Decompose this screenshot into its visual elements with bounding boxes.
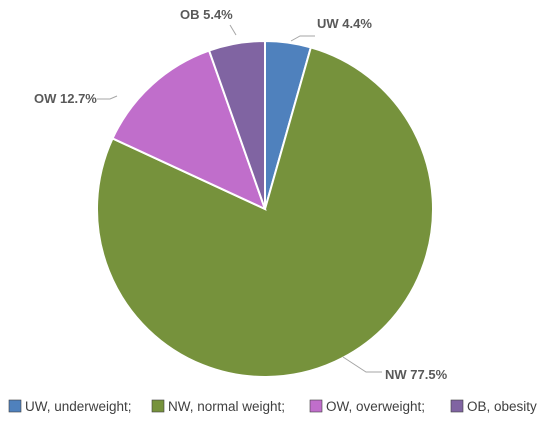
legend-swatch-nw bbox=[151, 399, 165, 413]
legend-label-uw: UW, underweight; bbox=[25, 399, 132, 414]
pie-slice-nw bbox=[96, 46, 434, 378]
pie-slice-ob bbox=[207, 39, 266, 210]
legend-label-ob: OB, obesity bbox=[467, 399, 537, 414]
data-label-uw: UW 4.4% bbox=[317, 16, 372, 31]
legend-item-uw: UW, underweight; bbox=[8, 399, 132, 414]
data-label-nw: NW 77.5% bbox=[385, 367, 448, 382]
leader-line-uw bbox=[290, 35, 315, 42]
data-label-ob: OB 5.4% bbox=[180, 7, 233, 22]
leader-line-nw bbox=[342, 356, 382, 373]
legend-item-nw: NW, normal weight; bbox=[151, 399, 285, 414]
leader-lines bbox=[97, 24, 382, 373]
legend-item-ob: OB, obesity bbox=[450, 399, 537, 414]
data-label-ow: OW 12.7% bbox=[34, 91, 97, 106]
data-labels: UW 4.4% NW 77.5% OW 12.7% OB 5.4% bbox=[34, 7, 448, 382]
legend-swatch-ow bbox=[309, 399, 323, 413]
legend-label-nw: NW, normal weight; bbox=[168, 399, 285, 414]
legend-item-ow: OW, overweight; bbox=[309, 399, 425, 414]
pie-slices bbox=[96, 39, 434, 378]
legend-swatch-uw bbox=[8, 399, 22, 413]
leader-line-ob bbox=[229, 24, 237, 36]
legend: UW, underweight; NW, normal weight; OW, … bbox=[8, 399, 537, 414]
pie-slice-ow bbox=[111, 49, 267, 211]
legend-label-ow: OW, overweight; bbox=[326, 399, 425, 414]
legend-swatch-ob bbox=[450, 399, 464, 413]
leader-line-ow bbox=[97, 95, 118, 100]
